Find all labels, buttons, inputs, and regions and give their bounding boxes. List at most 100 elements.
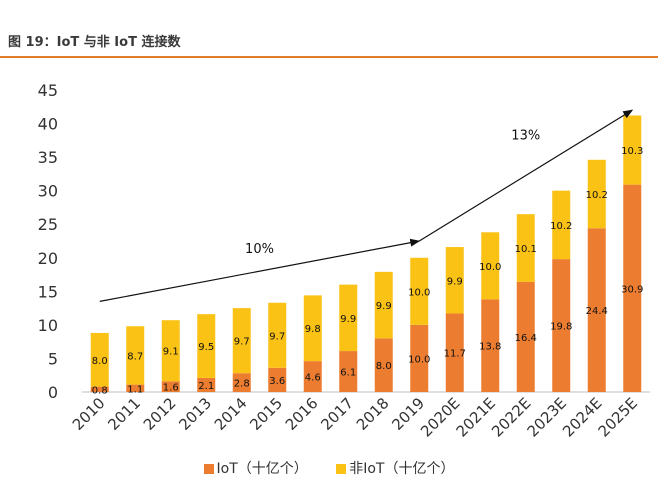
- bar-non-iot: [623, 115, 642, 185]
- bar-iot: [623, 184, 642, 392]
- bar-iot: [445, 313, 464, 392]
- data-label-non-iot: 9.7: [269, 331, 285, 342]
- x-tick-label: 2020E: [417, 394, 463, 440]
- data-label-non-iot: 9.9: [447, 276, 463, 287]
- data-label-non-iot: 9.7: [234, 337, 250, 348]
- bar-iot: [197, 377, 216, 392]
- y-tick-label: 35: [38, 148, 58, 167]
- bar-non-iot: [303, 295, 322, 362]
- data-label-iot: 8.0: [376, 361, 392, 372]
- data-label-iot: 30.9: [621, 284, 643, 295]
- growth-arrow: [99, 238, 421, 302]
- x-tick-label: 2012: [140, 394, 180, 434]
- x-tick-label: 2014: [211, 394, 251, 434]
- legend-item-non-iot: 非IoT（十亿个）: [336, 458, 454, 478]
- data-label-non-iot: 9.1: [163, 347, 179, 358]
- x-tick-label: 2017: [317, 394, 357, 434]
- bar-non-iot: [481, 232, 500, 300]
- legend-swatch-non-iot: [336, 464, 347, 474]
- data-label-iot: 1.6: [163, 383, 179, 394]
- legend-label-iot: IoT（十亿个）: [216, 461, 308, 477]
- bar-non-iot: [339, 284, 358, 352]
- bar-non-iot: [552, 190, 571, 260]
- bar-iot: [410, 324, 429, 392]
- x-tick-label: 2015: [246, 394, 286, 434]
- x-tick-label: 2011: [104, 394, 144, 434]
- bar-non-iot: [268, 302, 287, 368]
- data-label-iot: 24.4: [586, 306, 608, 317]
- bar-iot: [481, 299, 500, 392]
- bar-non-iot: [445, 247, 464, 314]
- data-label-non-iot: 9.9: [376, 301, 392, 312]
- bar-non-iot: [374, 271, 393, 339]
- growth-arrow: [418, 109, 634, 242]
- y-tick-label: 20: [38, 249, 58, 268]
- data-label-non-iot: 10.2: [586, 190, 608, 201]
- bar-iot: [339, 351, 358, 392]
- data-label-non-iot: 9.8: [305, 324, 321, 335]
- data-label-iot: 1.1: [127, 384, 143, 395]
- bar-iot: [587, 228, 606, 392]
- bar-iot: [90, 386, 109, 392]
- x-tick-label: 2013: [175, 394, 215, 434]
- legend-swatch-iot: [203, 464, 214, 474]
- data-label-non-iot: 10.2: [550, 221, 572, 232]
- legend-item-iot: IoT（十亿个）: [203, 458, 308, 478]
- x-tick-label: 2016: [282, 394, 322, 434]
- bar-non-iot: [516, 214, 535, 282]
- x-tick-label: 2023E: [524, 394, 570, 440]
- y-tick-label: 15: [38, 282, 58, 301]
- data-label-iot: 2.1: [198, 381, 214, 392]
- bar-iot: [303, 361, 322, 392]
- x-tick-label: 2018: [353, 394, 393, 434]
- growth-rate-label: 13%: [511, 129, 540, 144]
- data-label-iot: 19.8: [550, 322, 572, 333]
- data-label-non-iot: 9.5: [198, 342, 214, 353]
- data-label-non-iot: 10.1: [515, 244, 537, 255]
- bar-iot: [374, 338, 393, 392]
- data-label-iot: 10.0: [408, 354, 430, 365]
- bar-non-iot: [161, 320, 180, 382]
- y-tick-label: 40: [38, 115, 58, 134]
- bar-iot: [161, 381, 180, 392]
- data-label-non-iot: 8.0: [92, 356, 108, 367]
- data-label-iot: 6.1: [340, 368, 356, 379]
- x-tick-label: 2025E: [595, 394, 641, 440]
- y-tick-label: 0: [48, 383, 58, 402]
- bar-iot: [268, 367, 287, 392]
- data-label-non-iot: 10.3: [621, 146, 643, 157]
- data-label-non-iot: 9.9: [340, 314, 356, 325]
- y-tick-label: 10: [38, 316, 58, 335]
- data-label-non-iot: 10.0: [479, 262, 501, 273]
- bar-iot: [232, 373, 251, 392]
- growth-rate-label: 10%: [245, 242, 274, 257]
- data-label-iot: 0.8: [92, 385, 108, 396]
- x-tick-label: 2022E: [488, 394, 534, 440]
- bar-iot: [516, 281, 535, 392]
- bar-non-iot: [410, 257, 429, 325]
- bar-non-iot: [232, 308, 251, 374]
- x-tick-label: 2024E: [559, 394, 605, 440]
- x-tick-label: 2021E: [453, 394, 499, 440]
- y-tick-label: 30: [38, 182, 58, 201]
- y-tick-label: 25: [38, 215, 58, 234]
- legend-label-non-iot: 非IoT（十亿个）: [349, 461, 455, 477]
- bar-iot: [552, 259, 571, 392]
- figure-title: 图 19：IoT 与非 IoT 连接数: [8, 35, 181, 50]
- x-tick-label: 2010: [69, 394, 109, 434]
- data-label-iot: 2.8: [234, 379, 250, 390]
- title-divider: [0, 56, 658, 58]
- chart-legend: IoT（十亿个） 非IoT（十亿个）: [0, 458, 658, 478]
- data-label-iot: 11.7: [444, 349, 466, 360]
- data-label-non-iot: 10.0: [408, 287, 430, 298]
- bar-iot: [126, 384, 145, 392]
- data-label-iot: 16.4: [515, 333, 537, 344]
- data-label-iot: 4.6: [305, 373, 321, 384]
- data-label-iot: 13.8: [479, 342, 501, 353]
- bar-non-iot: [587, 159, 606, 229]
- bar-non-iot: [90, 332, 109, 387]
- data-label-iot: 3.6: [269, 376, 285, 387]
- y-tick-label: 5: [48, 349, 58, 368]
- bar-non-iot: [126, 326, 145, 385]
